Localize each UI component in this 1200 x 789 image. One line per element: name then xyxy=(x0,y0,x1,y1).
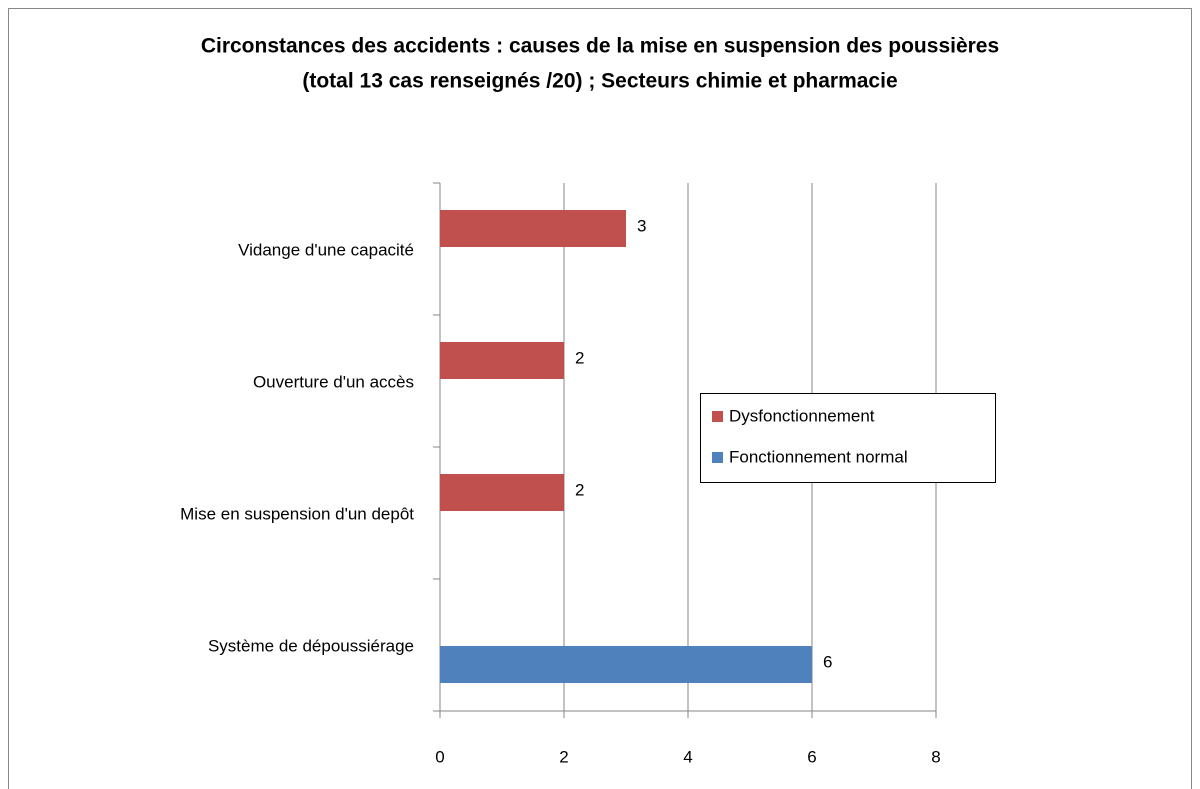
legend xyxy=(700,393,996,483)
y-tick-label: Mise en suspension d'un depôt xyxy=(180,504,414,523)
y-tick-label: Système de dépoussiérage xyxy=(208,636,414,655)
bar xyxy=(440,646,812,683)
data-label: 2 xyxy=(575,480,584,499)
x-tick-label: 4 xyxy=(683,747,692,766)
y-tick-label: Ouverture d'un accès xyxy=(253,372,414,391)
chart-title: Circonstances des accidents : causes de … xyxy=(201,35,999,58)
x-tick-label: 0 xyxy=(435,747,444,766)
data-label: 2 xyxy=(575,348,584,367)
data-label: 6 xyxy=(823,652,832,671)
bar xyxy=(440,210,626,247)
x-tick-label: 6 xyxy=(807,747,816,766)
legend-swatch xyxy=(712,411,723,422)
chart-title: (total 13 cas renseignés /20) ; Secteurs… xyxy=(302,70,897,93)
bar xyxy=(440,342,564,379)
bar xyxy=(440,474,564,511)
x-tick-label: 8 xyxy=(931,747,940,766)
x-tick-label: 2 xyxy=(559,747,568,766)
legend-label: Dysfonctionnement xyxy=(729,406,875,425)
y-tick-label: Vidange d'une capacité xyxy=(238,240,414,259)
data-label: 3 xyxy=(637,216,646,235)
legend-swatch xyxy=(712,452,723,463)
legend-label: Fonctionnement normal xyxy=(729,447,908,466)
